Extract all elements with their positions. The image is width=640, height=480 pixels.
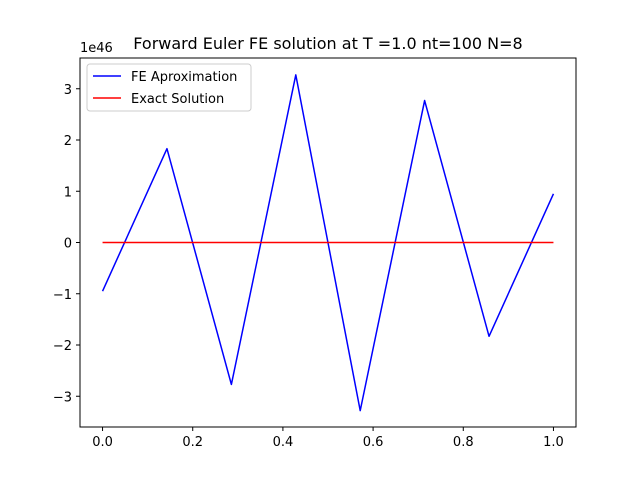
y-tick-label: 0	[64, 237, 72, 252]
y-tick-label: 3	[64, 83, 72, 98]
y-tick-label: −2	[53, 339, 72, 354]
chart-title: Forward Euler FE solution at T =1.0 nt=1…	[133, 34, 522, 53]
legend-label-1: FE Aproximation	[131, 70, 237, 85]
y-tick-label: −3	[53, 390, 72, 405]
x-tick-label: 1.0	[543, 435, 564, 450]
x-axis: 0.0 0.2 0.4 0.6 0.8 1.0	[92, 427, 564, 450]
y-axis: −3 −2 −1 0 1 2 3	[53, 83, 80, 405]
x-tick-label: 0.0	[92, 435, 113, 450]
series-layer	[101, 74, 555, 412]
y-axis-offset-label: 1e46	[80, 41, 113, 56]
x-tick-label: 0.8	[453, 435, 474, 450]
x-tick-label: 0.6	[363, 435, 384, 450]
x-tick-label: 0.2	[182, 435, 203, 450]
legend-box	[86, 63, 252, 112]
y-tick-label: 1	[64, 185, 72, 200]
legend-label-2: Exact Solution	[131, 92, 224, 107]
y-tick-label: 2	[64, 134, 72, 149]
x-tick-label: 0.4	[273, 435, 294, 450]
legend: FE Aproximation Exact Solution	[86, 63, 252, 112]
y-tick-label: −1	[53, 288, 72, 303]
